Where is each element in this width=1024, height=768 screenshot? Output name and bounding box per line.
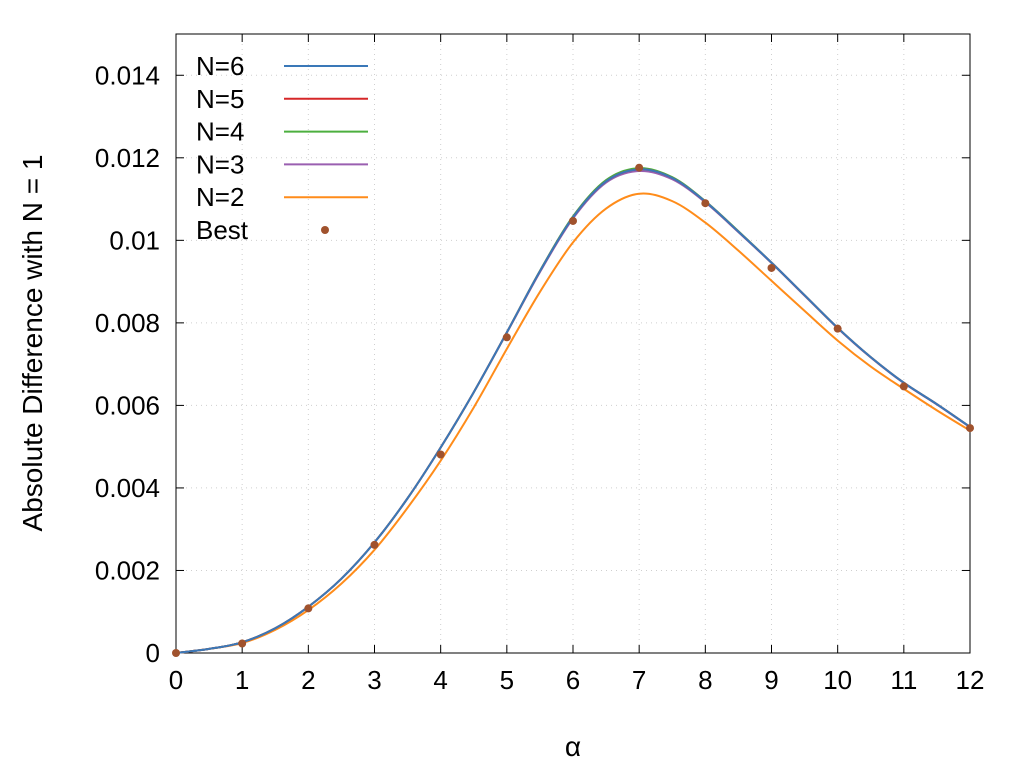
legend-label: N=2 xyxy=(196,182,244,212)
y-tick-label: 0.006 xyxy=(95,390,160,420)
data-point-best xyxy=(569,216,577,225)
x-tick-label: 2 xyxy=(301,665,315,695)
x-tick-label: 5 xyxy=(500,665,514,695)
y-tick-label: 0 xyxy=(146,638,160,668)
x-tick-label: 9 xyxy=(764,665,778,695)
data-point-best xyxy=(238,639,247,648)
legend-swatch-point xyxy=(321,226,329,234)
data-point-best xyxy=(304,604,313,613)
series-layer xyxy=(172,163,974,657)
data-point-best xyxy=(833,324,842,333)
data-point-best xyxy=(436,450,445,459)
grid xyxy=(175,34,971,654)
data-point-best xyxy=(370,540,379,549)
x-tick-label: 12 xyxy=(956,665,985,695)
data-point-best xyxy=(172,649,180,657)
axes: 0 1 2 3 4 5 6 7 8 9 10 11 1200.0020.0040.0060.0080.0… xyxy=(95,34,985,695)
x-tick-label: 6 xyxy=(566,665,580,695)
y-tick-label: 0.014 xyxy=(95,60,160,90)
y-tick-label: 0.004 xyxy=(95,473,160,503)
y-tick-label: 0.012 xyxy=(95,143,160,173)
x-tick-label: 3 xyxy=(367,665,381,695)
x-axis-label: α xyxy=(565,731,581,762)
x-tick-label: 0 xyxy=(169,665,183,695)
legend-label: N=6 xyxy=(196,51,244,81)
data-point-best xyxy=(502,333,511,342)
data-point-best xyxy=(701,199,710,208)
y-tick-label: 0.01 xyxy=(109,225,160,255)
x-tick-label: 4 xyxy=(433,665,447,695)
legend-label: Best xyxy=(196,215,249,245)
y-tick-label: 0.002 xyxy=(95,555,160,585)
data-point-best xyxy=(767,263,776,272)
data-point-best xyxy=(966,424,974,433)
x-tick-label: 8 xyxy=(698,665,712,695)
legend-label: N=5 xyxy=(196,84,244,114)
x-tick-label: 7 xyxy=(632,665,646,695)
y-tick-label: 0.008 xyxy=(95,308,160,338)
y-axis-label: Absolute Difference with N = 1 xyxy=(17,155,48,532)
data-point-best xyxy=(899,382,908,391)
plot-frame xyxy=(175,33,971,654)
legend-label: N=3 xyxy=(196,149,244,179)
x-tick-label: 10 xyxy=(823,665,852,695)
x-tick-label: 11 xyxy=(890,665,917,695)
data-point-best xyxy=(635,163,644,172)
x-tick-label: 1 xyxy=(235,665,249,695)
legend-label: N=4 xyxy=(196,117,244,147)
